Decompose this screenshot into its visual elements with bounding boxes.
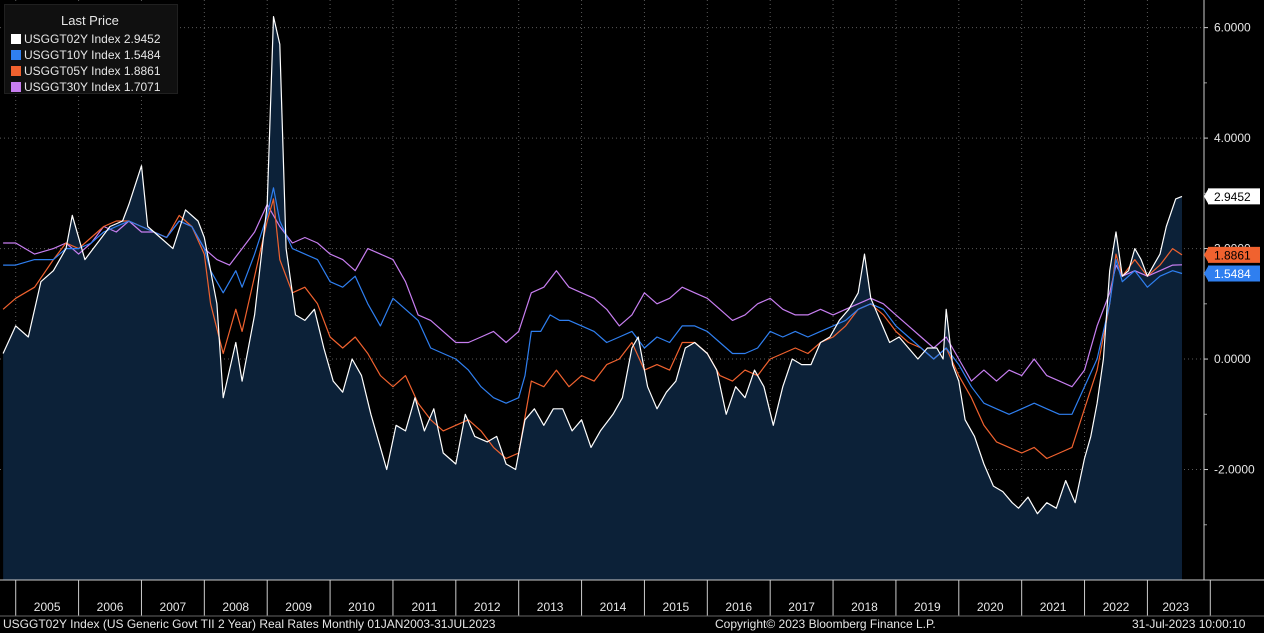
x-axis-labels: 2005 2006 2007 2008 2009 2010 2011 2012 2013 2014… bbox=[34, 600, 1190, 614]
x-tick-label: 2008 bbox=[222, 600, 249, 614]
legend: Last Price USGGT02Y Index 2.9452 USGGT10… bbox=[4, 4, 178, 94]
x-tick-label: 2020 bbox=[977, 600, 1004, 614]
x-tick-label: 2005 bbox=[34, 600, 61, 614]
x-tick-label: 2017 bbox=[788, 600, 815, 614]
last-value-pointer bbox=[1204, 266, 1208, 281]
x-tick-label: 2013 bbox=[537, 600, 564, 614]
y-tick-label: -2.0000 bbox=[1214, 463, 1255, 477]
footer-description: USGGT02Y Index (US Generic Govt TII 2 Ye… bbox=[3, 617, 496, 631]
series-area-usggt02y bbox=[3, 16, 1183, 581]
axes bbox=[0, 0, 1264, 617]
footer-copyright: Copyright© 2023 Bloomberg Finance L.P. bbox=[715, 617, 936, 631]
legend-swatch-icon bbox=[11, 66, 21, 76]
series-line-usggt10y bbox=[3, 187, 1183, 415]
x-tick-label: 2012 bbox=[474, 600, 501, 614]
legend-swatch-icon bbox=[11, 34, 21, 44]
series-line-usggt02y bbox=[2, 16, 1183, 515]
x-tick-label: 2015 bbox=[663, 600, 690, 614]
x-tick-label: 2019 bbox=[914, 600, 941, 614]
legend-label: USGGT02Y Index 2.9452 bbox=[24, 32, 161, 46]
x-tick-label: 2006 bbox=[97, 600, 124, 614]
last-value-labels: 2.9452 1.8861 1.5484 bbox=[1204, 188, 1260, 282]
legend-item-usggt10y: USGGT10Y Index 1.5484 bbox=[11, 48, 161, 62]
legend-item-usggt02y: USGGT02Y Index 2.9452 bbox=[11, 32, 161, 46]
x-tick-label: 2016 bbox=[725, 600, 752, 614]
x-tick-label: 2021 bbox=[1040, 600, 1067, 614]
last-value-box-usggt05y bbox=[1208, 246, 1260, 263]
series-line-usggt05y bbox=[2, 198, 1183, 460]
legend-item-usggt05y: USGGT05Y Index 1.8861 bbox=[11, 64, 161, 78]
x-tick-label: 2010 bbox=[348, 600, 375, 614]
x-tick-label: 2014 bbox=[600, 600, 627, 614]
legend-title: Last Price bbox=[61, 13, 119, 28]
series-lines bbox=[2, 16, 1183, 515]
last-value-text-usggt05y: 1.8861 bbox=[1214, 248, 1251, 262]
legend-label: USGGT30Y Index 1.7071 bbox=[24, 80, 161, 94]
area-fills bbox=[3, 16, 1183, 581]
y-tick-label: 6.0000 bbox=[1214, 21, 1251, 35]
last-value-text-usggt10y: 1.5484 bbox=[1214, 267, 1251, 281]
footer-timestamp: 31-Jul-2023 10:00:10 bbox=[1132, 617, 1246, 631]
last-value-pointer bbox=[1204, 189, 1208, 204]
y-tick-label: 4.0000 bbox=[1214, 131, 1251, 145]
x-tick-label: 2011 bbox=[411, 600, 437, 614]
last-value-box-usggt02y bbox=[1208, 188, 1260, 205]
legend-swatch-icon bbox=[11, 50, 21, 60]
legend-item-usggt30y: USGGT30Y Index 1.7071 bbox=[11, 80, 161, 94]
last-value-box-usggt10y bbox=[1208, 265, 1260, 282]
x-tick-label: 2007 bbox=[160, 600, 187, 614]
x-tick-label: 2023 bbox=[1162, 600, 1189, 614]
x-tick-label: 2009 bbox=[285, 600, 312, 614]
x-tick-label: 2022 bbox=[1103, 600, 1130, 614]
last-value-pointer bbox=[1204, 247, 1208, 262]
last-value-text-usggt02y: 2.9452 bbox=[1214, 190, 1251, 204]
legend-label: USGGT05Y Index 1.8861 bbox=[24, 64, 161, 78]
legend-swatch-icon bbox=[11, 82, 21, 92]
x-tick-label: 2018 bbox=[851, 600, 878, 614]
y-tick-label: 0.0000 bbox=[1214, 352, 1251, 366]
legend-label: USGGT10Y Index 1.5484 bbox=[24, 48, 161, 62]
series-line-usggt30y bbox=[3, 203, 1183, 388]
